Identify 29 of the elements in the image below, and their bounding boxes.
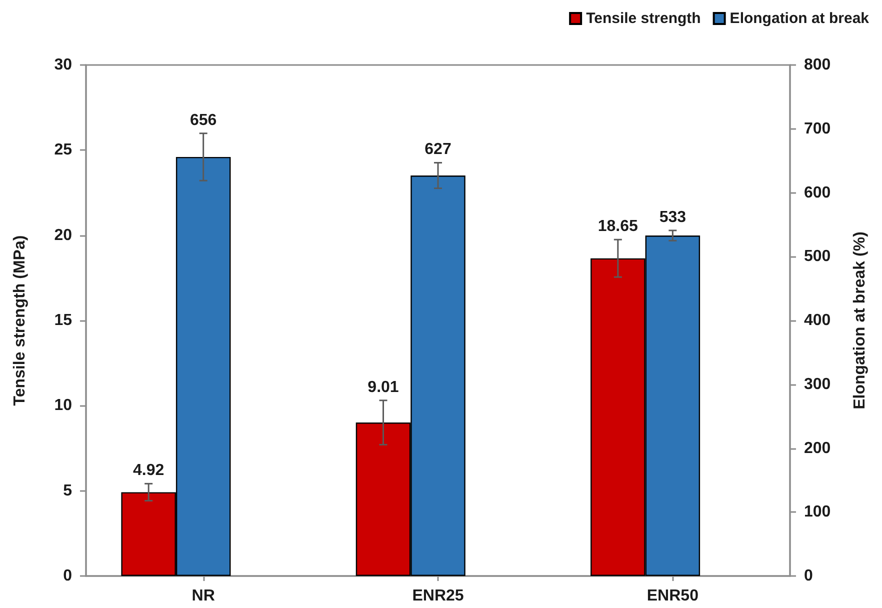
y2-tick-label: 500	[804, 248, 831, 266]
y-tick-label: 10	[54, 397, 72, 414]
y-axis-title: Tensile strength (MPa)	[12, 235, 28, 406]
data-label: 9.01	[368, 378, 399, 396]
y2-tick-label: 0	[804, 568, 813, 584]
y2-tick-label: 700	[804, 120, 831, 138]
data-label: 533	[659, 208, 686, 226]
legend-label: Tensile strength	[586, 10, 701, 27]
x-tick-label: NR	[192, 588, 216, 604]
y2-tick-label: 200	[804, 440, 831, 457]
x-tick-label: ENR50	[646, 588, 699, 604]
data-label: 656	[190, 112, 217, 129]
y2-tick-label: 100	[804, 504, 831, 521]
y2-tick-label: 400	[804, 312, 831, 329]
y-tick-label: 0	[63, 568, 72, 584]
legend-label: Elongation at break	[730, 10, 870, 27]
y2-tick-label: 300	[804, 376, 831, 393]
y-tick-label: 30	[54, 56, 72, 74]
y-tick-label: 15	[54, 312, 72, 329]
data-label: 4.92	[133, 462, 164, 480]
y2-tick-label: 600	[804, 184, 831, 202]
y-tick-label: 5	[63, 482, 72, 500]
y-tick-label: 20	[54, 226, 72, 244]
y-tick-label: 25	[54, 142, 72, 159]
y2-tick-label: 800	[804, 56, 831, 74]
x-tick-label: ENR25	[412, 588, 464, 604]
y2-axis-title: Elongation at break (%)	[852, 232, 868, 410]
data-label: 18.65	[598, 218, 638, 236]
data-label: 627	[424, 141, 452, 158]
